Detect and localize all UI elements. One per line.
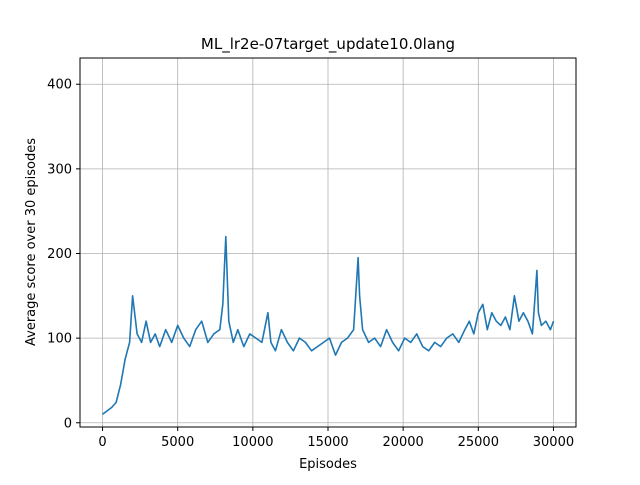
x-tick-label: 15000 — [307, 435, 348, 450]
y-tick-label: 100 — [47, 332, 72, 347]
x-tick-label: 10000 — [232, 435, 273, 450]
series-line — [102, 235, 555, 415]
x-tick-label: 5000 — [161, 435, 194, 450]
x-tick-label: 20000 — [382, 435, 423, 450]
y-tick-label: 0 — [64, 416, 72, 431]
x-tick-label: 25000 — [458, 435, 499, 450]
x-tick-label: 0 — [98, 435, 106, 450]
x-axis-label: Episodes — [299, 457, 357, 472]
grid-layer — [80, 58, 576, 427]
y-tick-label: 300 — [47, 162, 72, 177]
x-tick-label: 30000 — [533, 435, 574, 450]
chart-title: ML_lr2e-07target_update10.0lang — [201, 35, 455, 54]
y-tick-label: 200 — [47, 247, 72, 262]
y-tick-label: 400 — [47, 78, 72, 93]
ticks-layer: 0 5000 10000 15000 20000 25000 30000 0 100 200 300… — [47, 78, 574, 450]
series-layer — [102, 235, 555, 415]
y-axis-label: Average score over 30 episodes — [24, 138, 39, 346]
